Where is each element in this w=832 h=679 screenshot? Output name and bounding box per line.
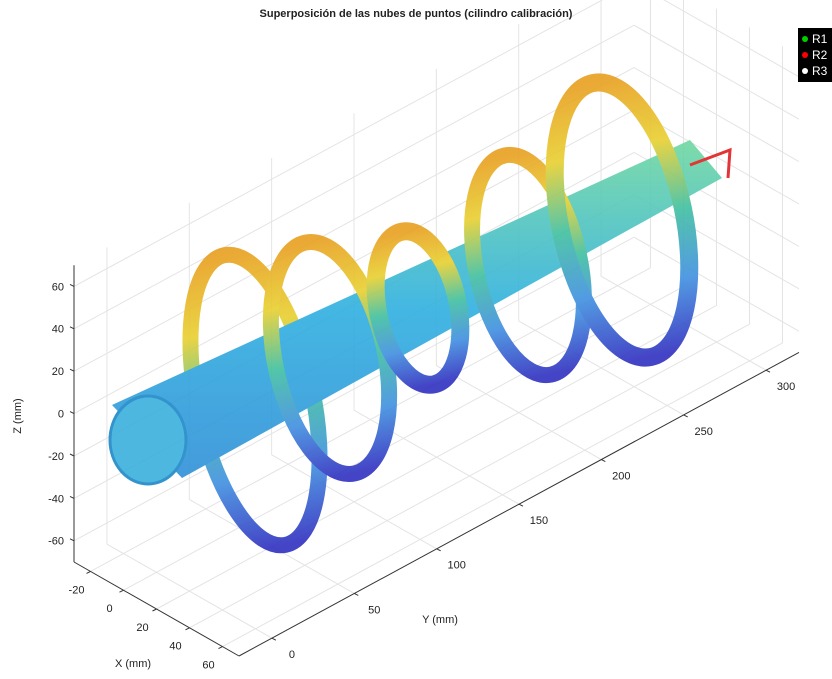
x-tick — [186, 628, 190, 630]
x-tick — [87, 571, 91, 573]
x-tick-label: 20 — [136, 622, 148, 634]
y-tick-label: 150 — [530, 515, 548, 527]
cylinder-end — [110, 396, 186, 484]
x-tick-label: 0 — [106, 603, 112, 615]
z-tick — [70, 327, 74, 329]
x-tick — [120, 590, 124, 592]
legend-marker — [802, 52, 808, 58]
grid-line — [436, 366, 601, 460]
y-tick-label: 50 — [368, 604, 380, 616]
z-tick — [70, 496, 74, 498]
z-tick — [70, 412, 74, 414]
z-tick — [70, 284, 74, 286]
grid-line — [107, 544, 272, 638]
z-tick-label: 60 — [52, 281, 64, 293]
x-tick-label: 40 — [169, 641, 181, 653]
z-tick — [70, 454, 74, 456]
legend-label: R3 — [812, 64, 828, 78]
y-tick-label: 100 — [447, 560, 465, 572]
legend-label: R2 — [812, 48, 828, 62]
z-axis-label: Z (mm) — [12, 398, 24, 433]
z-tick-label: -20 — [48, 451, 64, 463]
x-tick — [153, 609, 157, 611]
y-tick — [272, 638, 276, 640]
y-tick — [354, 593, 358, 595]
x-axis-label: X (mm) — [115, 658, 151, 670]
legend-marker — [802, 68, 808, 74]
chart: -20 0 20 40 60 0 50 100 150 200 250 300 -60 -40 -20 0 20… — [0, 0, 832, 679]
z-tick-label: 20 — [52, 366, 64, 378]
z-tick-label: 40 — [52, 324, 64, 336]
y-tick-label: 300 — [777, 381, 795, 393]
chart-title: Superposición de las nubes de puntos (ci… — [260, 8, 573, 20]
point-cloud — [110, 70, 730, 557]
legend-label: R1 — [812, 32, 828, 46]
y-tick — [437, 549, 441, 551]
legend-marker — [802, 36, 808, 42]
y-tick-label: 0 — [289, 649, 295, 661]
x-tick — [219, 647, 223, 649]
y-tick-label: 250 — [695, 426, 713, 438]
y-tick — [766, 370, 770, 372]
cylinder-body — [112, 140, 722, 478]
x-tick-label: 60 — [202, 660, 214, 672]
z-tick-label: 0 — [58, 409, 64, 421]
y-tick — [684, 415, 688, 417]
legend: R1 R2 R3 — [798, 28, 832, 82]
z-tick-label: -40 — [48, 493, 64, 505]
y-tick-label: 200 — [612, 470, 630, 482]
y-tick — [519, 504, 523, 506]
z-tick — [70, 369, 74, 371]
z-tick-label: -60 — [48, 536, 64, 548]
y-axis-label: Y (mm) — [422, 614, 458, 626]
y-tick — [601, 460, 605, 462]
x-tick-label: -20 — [69, 584, 85, 596]
z-tick — [70, 539, 74, 541]
